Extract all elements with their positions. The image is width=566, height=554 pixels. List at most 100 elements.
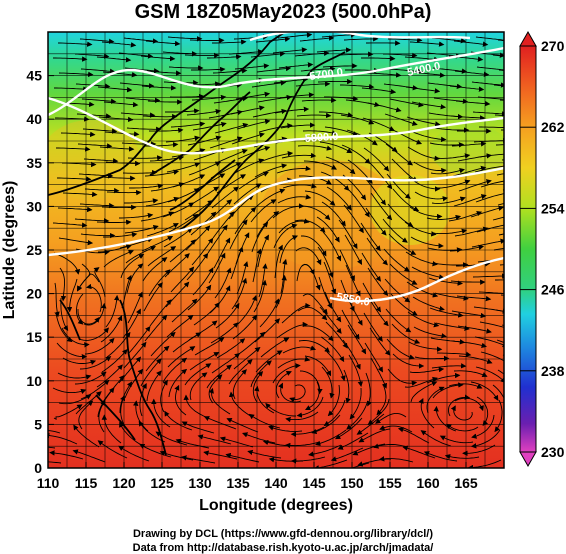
streamline	[73, 424, 100, 448]
streamline	[78, 400, 94, 430]
streamline	[54, 282, 60, 318]
streamline	[105, 160, 141, 167]
x-tick-label: 145	[302, 475, 326, 491]
streamline	[448, 383, 483, 389]
y-tick-label: 35	[26, 155, 42, 171]
streamline	[450, 279, 486, 285]
streamline	[275, 274, 287, 309]
streamline	[430, 168, 465, 175]
streamline	[165, 281, 190, 308]
streamline	[143, 282, 163, 312]
streamline	[103, 101, 139, 108]
streamline	[48, 446, 56, 449]
streamline	[166, 162, 201, 173]
streamline	[323, 261, 337, 295]
streamline	[330, 447, 364, 462]
streamline	[231, 277, 248, 310]
streamline	[148, 269, 171, 297]
streamline	[301, 235, 327, 257]
streamline	[445, 423, 479, 432]
streamline	[413, 161, 447, 174]
streamline	[149, 299, 172, 327]
streamline	[388, 68, 424, 75]
streamline	[234, 63, 270, 70]
streamline	[164, 410, 193, 431]
streamline	[126, 263, 144, 294]
streamline	[365, 372, 372, 407]
streamline	[409, 206, 443, 220]
streamline	[432, 228, 468, 235]
streamline	[133, 400, 149, 432]
streamline	[212, 211, 235, 239]
streamline	[119, 212, 154, 219]
y-tick-label: 45	[26, 68, 42, 84]
streamline	[84, 337, 115, 355]
streamline	[470, 381, 499, 401]
streamline	[454, 397, 484, 412]
streamline	[138, 420, 166, 443]
streamline	[101, 41, 137, 48]
streamline	[231, 132, 265, 145]
streamline	[320, 171, 350, 191]
streamline	[48, 430, 61, 434]
streamline	[358, 428, 391, 443]
streamline	[80, 379, 110, 400]
streamline	[259, 150, 294, 163]
streamline	[474, 163, 504, 173]
streamline	[277, 194, 312, 204]
streamline	[145, 40, 181, 47]
streamline	[188, 320, 218, 341]
streamline	[99, 146, 135, 152]
streamline	[361, 87, 397, 95]
streamline	[54, 86, 89, 92]
streamline	[145, 345, 170, 372]
streamline	[124, 67, 160, 74]
streamline	[252, 248, 262, 283]
streamline	[146, 223, 179, 237]
streamline	[315, 429, 347, 446]
streamline	[181, 421, 215, 434]
streamline	[183, 394, 209, 419]
streamline	[141, 235, 174, 252]
streamline	[497, 369, 504, 375]
streamline	[188, 161, 221, 176]
streamline	[298, 340, 330, 353]
streamline	[212, 39, 247, 45]
streamline	[57, 372, 92, 380]
streamline	[86, 283, 102, 313]
streamline	[125, 97, 161, 104]
streamline	[361, 55, 396, 62]
streamline	[427, 247, 463, 253]
streamline	[295, 247, 322, 266]
streamline	[187, 135, 222, 146]
streamline	[97, 86, 133, 93]
streamline	[208, 374, 223, 404]
streamline	[322, 231, 342, 262]
streamline	[208, 387, 231, 415]
streamline	[230, 105, 265, 115]
streamline	[167, 36, 203, 42]
streamline	[206, 199, 233, 224]
x-tick-label: 140	[264, 475, 288, 491]
credit-data: Data from http://database.rish.kyoto-u.a…	[132, 542, 434, 554]
streamline	[325, 321, 348, 349]
streamline	[168, 65, 204, 71]
streamline	[277, 32, 313, 39]
streamline	[214, 122, 249, 134]
streamline	[61, 161, 97, 168]
streamline	[392, 353, 425, 369]
streamline	[80, 68, 116, 75]
streamline	[214, 267, 232, 299]
streamline	[181, 455, 216, 464]
streamline	[123, 341, 147, 369]
streamline	[462, 444, 496, 456]
streamline	[237, 295, 257, 325]
streamline	[356, 413, 385, 435]
streamline	[255, 188, 286, 208]
streamline	[389, 263, 418, 285]
streamline	[385, 143, 414, 166]
streamline	[296, 396, 324, 418]
streamline	[363, 147, 390, 172]
streamline	[439, 435, 474, 444]
